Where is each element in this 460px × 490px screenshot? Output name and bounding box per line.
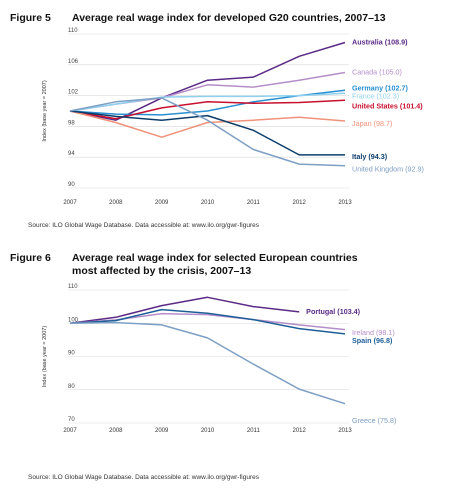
series-line-united-kingdom [69, 97, 346, 167]
x-tick-label-2011: 2011 [247, 428, 261, 434]
x-tick-label-2008: 2008 [109, 428, 123, 434]
x-tick-label-2009: 2009 [155, 428, 169, 434]
x-tick-label-2009: 2009 [155, 200, 169, 206]
y-tick-label-80: 80 [68, 384, 75, 390]
y-axis-label: Index (base year = 2007) [42, 80, 48, 141]
figure-6-number: Figure 6 [10, 252, 51, 264]
x-tick-label-2007: 2007 [63, 200, 77, 206]
series-label-ireland: Ireland (98.1) [352, 328, 395, 337]
series-label-united-states: United States (101.4) [352, 102, 423, 111]
series-line-france [69, 92, 346, 112]
x-tick-label-2012: 2012 [292, 200, 306, 206]
x-tick-label-2007: 2007 [63, 428, 77, 434]
series-label-germany: Germany (102.7) [352, 84, 409, 93]
y-tick-label-110: 110 [68, 28, 78, 34]
x-tick-label-2010: 2010 [201, 200, 215, 206]
figure-6-chart: 70 80 90 100 110 Index (base year = 2007) 2007… [42, 284, 396, 434]
series-label-australia: Australia (108.9) [352, 38, 408, 47]
y-tick-label-98: 98 [68, 120, 75, 126]
figure-5-title: Figure 5 Average real wage index for deve… [10, 12, 386, 25]
series-label-italy: Italy (94.3) [352, 152, 388, 161]
x-tick-label-2013: 2013 [338, 428, 352, 434]
y-tick-label-102: 102 [68, 90, 79, 96]
series-line-italy [69, 110, 345, 156]
series-line-portugal [69, 296, 300, 325]
figure-5-number: Figure 5 [10, 12, 51, 24]
y-tick-label-106: 106 [68, 59, 79, 65]
x-tick-label-2012: 2012 [292, 428, 306, 434]
series-line-australia [69, 41, 346, 121]
x-tick-label-2013: 2013 [338, 200, 352, 206]
x-tick-label-2010: 2010 [201, 428, 215, 434]
x-tick-label-2008: 2008 [109, 200, 123, 206]
figure-5-title-text: Average real wage index for developed G2… [72, 12, 386, 24]
figure-5-chart: 90 94 98 102 106 110 Index (base year = 2007) 2… [42, 28, 424, 206]
y-axis-label: Index (base year = 2007) [42, 326, 48, 387]
figure-5-source: Source: ILO Global Wage Database. Data a… [28, 222, 259, 229]
series-label-japan: Japan (98.7) [352, 119, 392, 128]
figure-6-title-line2: most affected by the crisis, 2007–13 [72, 265, 252, 277]
y-tick-label-100: 100 [68, 317, 79, 323]
y-tick-label-110: 110 [68, 284, 78, 290]
series-line-spain [69, 308, 346, 335]
series-label-greece: Greece (75.8) [352, 416, 396, 425]
series-line-greece [69, 321, 346, 405]
series-line-japan [69, 110, 346, 138]
x-tick-label-2011: 2011 [247, 200, 261, 206]
figure-6-title-text: Average real wage index for selected Eur… [72, 252, 358, 264]
series-label-spain: Spain (96.8) [352, 336, 393, 345]
series-label-united-kingdom: United Kingdom (92.9) [352, 165, 424, 174]
series-label-france: France (102.3) [352, 92, 399, 101]
y-tick-label-70: 70 [68, 417, 75, 423]
y-tick-label-90: 90 [68, 351, 75, 357]
figure-6-source: Source: ILO Global Wage Database. Data a… [28, 474, 259, 481]
series-label-portugal: Portugal (103.4) [306, 307, 361, 316]
y-tick-label-94: 94 [68, 151, 75, 157]
figure-6-title: Figure 6 Average real wage index for sele… [10, 252, 358, 278]
series-label-canada: Canada (105.0) [352, 68, 402, 77]
series-line-united-states [69, 99, 346, 120]
y-tick-label-90: 90 [68, 182, 75, 188]
